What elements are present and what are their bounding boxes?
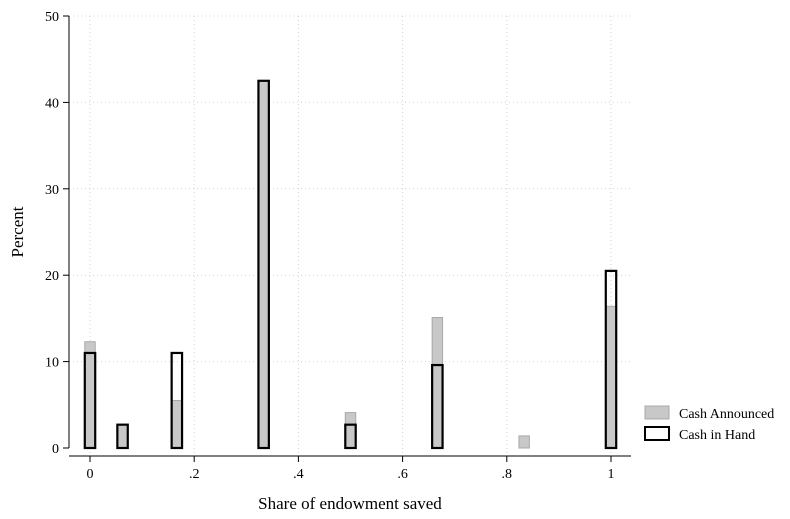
x-tick-label: .4 bbox=[293, 467, 304, 482]
x-tick-label: 1 bbox=[608, 467, 615, 482]
bar-cash-announced bbox=[257, 80, 270, 449]
y-tick-label: 20 bbox=[45, 269, 59, 284]
bar-cash-announced bbox=[431, 317, 444, 449]
x-axis-title: Share of endowment saved bbox=[258, 494, 442, 513]
x-tick-label: .6 bbox=[397, 467, 408, 482]
bar-cash-announced bbox=[344, 412, 357, 449]
bar-cash-in-hand bbox=[344, 423, 357, 450]
bars bbox=[83, 79, 618, 450]
bar-cash-announced bbox=[605, 305, 617, 449]
y-tick-label: 0 bbox=[52, 442, 59, 457]
y-tick-label: 10 bbox=[45, 356, 59, 371]
legend-label-cash-in-hand: Cash in Hand bbox=[679, 428, 755, 443]
y-tick-label: 30 bbox=[45, 183, 59, 198]
y-tick-label: 50 bbox=[45, 10, 59, 25]
bar-cash-in-hand bbox=[604, 269, 618, 450]
x-tick-label: .2 bbox=[189, 467, 200, 482]
bar-cash-announced bbox=[116, 424, 129, 449]
bar-cash-announced bbox=[84, 341, 96, 449]
bar-cash-in-hand bbox=[257, 79, 270, 450]
axes: 0 10 20 30 40 50 0 .2 .4 .6 .8 1 bbox=[45, 10, 631, 482]
grid bbox=[69, 15, 631, 456]
x-tick-label: .8 bbox=[502, 467, 513, 482]
legend-label-cash-announced: Cash Announced bbox=[679, 407, 774, 422]
legend: Cash Announced Cash in Hand bbox=[644, 405, 774, 443]
y-tick-label: 40 bbox=[45, 96, 59, 111]
bar-cash-announced bbox=[171, 399, 183, 449]
bar-cash-announced bbox=[518, 435, 530, 449]
bar-cash-in-hand bbox=[116, 423, 129, 450]
bar-cash-in-hand bbox=[170, 351, 184, 450]
legend-swatch-cash-announced bbox=[644, 405, 670, 420]
legend-swatch-cash-in-hand bbox=[644, 426, 670, 441]
bar-cash-in-hand bbox=[431, 363, 444, 450]
y-axis-title: Percent bbox=[8, 206, 27, 257]
x-tick-label: 0 bbox=[87, 467, 94, 482]
bar-cash-in-hand bbox=[83, 351, 97, 450]
